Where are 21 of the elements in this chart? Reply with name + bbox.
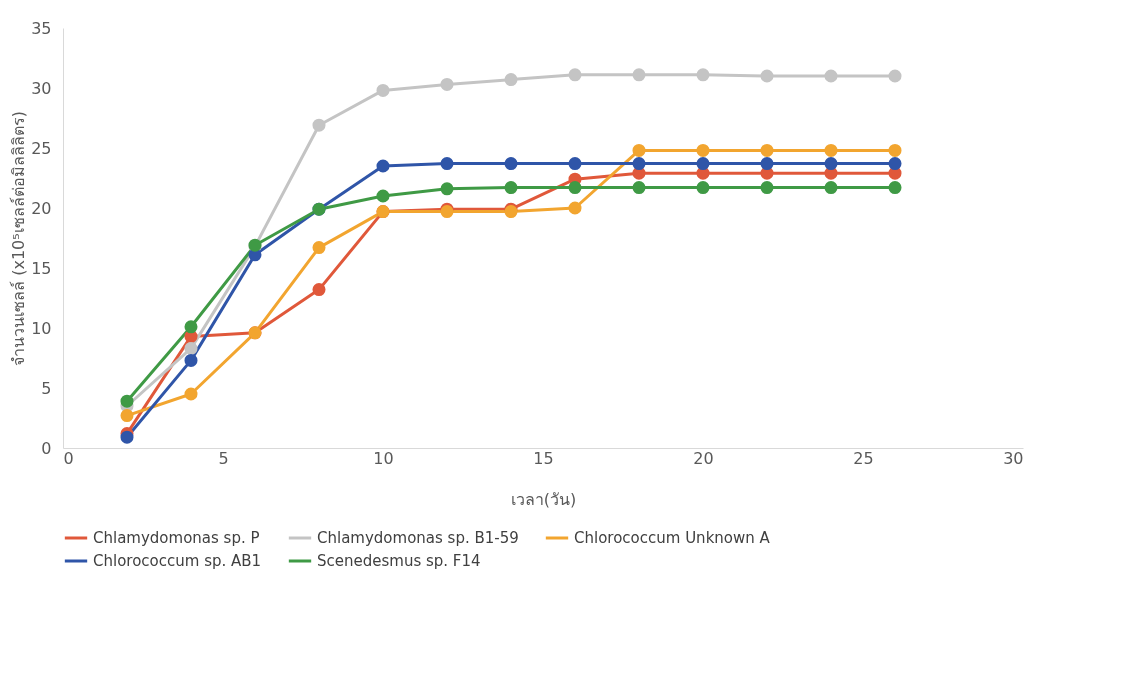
x-tick-label: 0 — [63, 448, 74, 468]
x-tick-label: 30 — [1003, 448, 1024, 468]
legend-label: Chlorococcum Unknown A — [574, 529, 771, 547]
legend-label: Chlorococcum sp. AB1 — [93, 552, 262, 570]
legend-label: Chlamydomonas sp. B1-59 — [317, 529, 519, 547]
x-axis-title: เวลา(วัน) — [510, 489, 577, 509]
x-tick-label: 25 — [853, 448, 874, 468]
y-axis-title: จำนวนเซลล์ (x10⁵เซลล์ต่อมิลลิลิตร) — [9, 111, 29, 366]
x-tick-label: 10 — [373, 448, 394, 468]
y-tick-label: 25 — [31, 138, 52, 158]
legend-label: Scenedesmus sp. F14 — [317, 552, 481, 570]
y-tick-label: 10 — [31, 318, 52, 338]
x-tick-label: 15 — [533, 448, 554, 468]
legend-label: Chlamydomonas sp. P — [93, 529, 260, 547]
y-tick-label: 15 — [31, 258, 52, 278]
y-tick-label: 20 — [31, 198, 52, 218]
x-tick-label: 5 — [218, 448, 229, 468]
y-tick-label: 35 — [31, 18, 52, 38]
y-tick-label: 5 — [41, 378, 52, 398]
y-tick-label: 30 — [31, 78, 52, 98]
x-tick-label: 20 — [693, 448, 714, 468]
